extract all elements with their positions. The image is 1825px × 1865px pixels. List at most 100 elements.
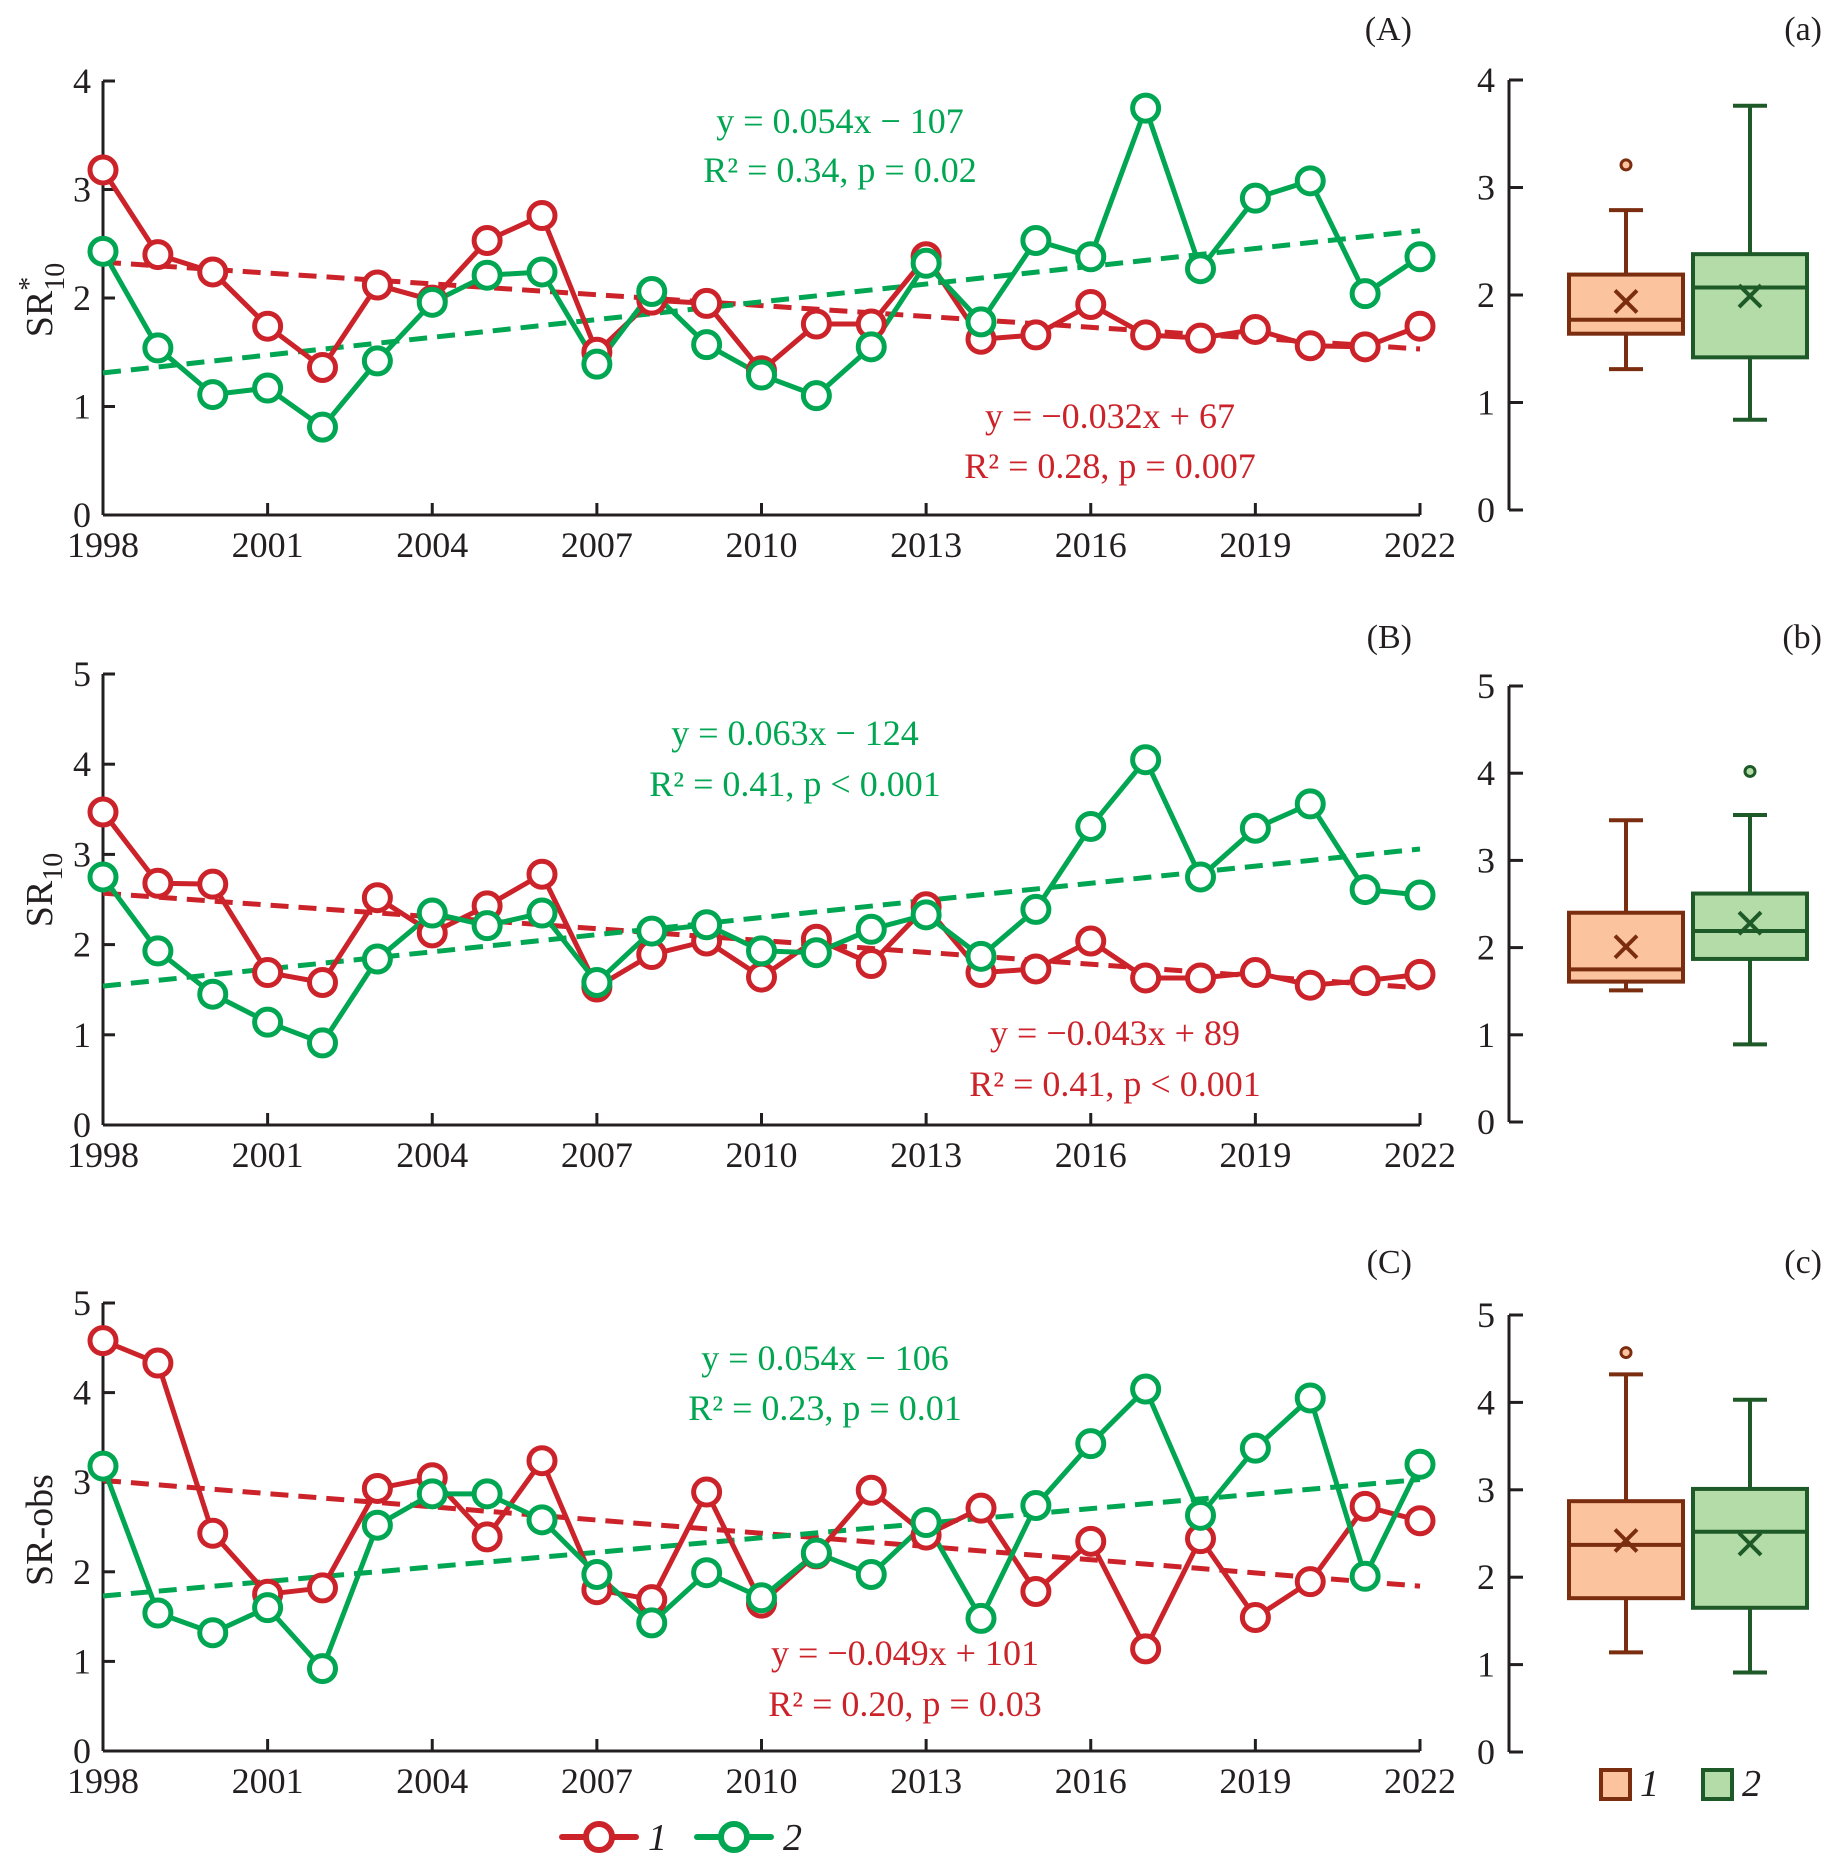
data-point-2-2016	[1075, 1428, 1107, 1460]
data-point-2-2008	[636, 275, 668, 307]
data-point-1-2017	[1130, 962, 1162, 994]
x-tick-label: 2010	[726, 525, 798, 565]
x-tick-label: 2016	[1055, 525, 1127, 565]
data-point-2-2006	[526, 256, 558, 288]
data-point-2-2007	[581, 1558, 613, 1590]
line-panel-C: 0 1 2 3 4 5 1998 2001 2004 2007 2010 2013 2016 2019 20…	[19, 1244, 1456, 1801]
data-point-2-2010	[746, 1582, 777, 1614]
data-point-2-2022	[1404, 241, 1436, 273]
data-point-2-2012	[855, 913, 887, 945]
data-point-2-2004	[416, 286, 448, 318]
data-point-1-2020	[1294, 969, 1326, 1001]
y-tick-label: 1	[1477, 1015, 1495, 1055]
x-tick-label: 2010	[726, 1135, 798, 1175]
trend-line-1	[102, 1477, 1421, 1589]
data-point-2-2017	[1130, 744, 1162, 776]
box-1	[1567, 818, 1685, 993]
mean-marker	[1613, 1528, 1639, 1553]
data-point-2-2013	[910, 899, 942, 931]
y-tick-label: 2	[73, 1552, 91, 1592]
y-tick-label: 3	[73, 834, 91, 874]
data-point-2-2019	[1239, 182, 1271, 214]
x-tick-label: 2007	[561, 1135, 633, 1175]
y-axis-title-sub: 10	[38, 853, 69, 881]
data-point-1-2005	[471, 224, 503, 256]
y-tick-label: 0	[73, 1105, 91, 1145]
x-tick-label: 2013	[890, 1135, 962, 1175]
data-point-2-2003	[361, 345, 393, 377]
data-point-2-2009	[691, 909, 723, 941]
data-point-2-2002	[307, 1653, 338, 1685]
y-tick-label: 3	[73, 170, 91, 210]
trend-equation-2: y = 0.054x − 106	[701, 1338, 949, 1378]
data-point-1-2003	[361, 269, 393, 301]
y-axis-title-main: SR	[19, 290, 61, 337]
y-axis-title: SR*10	[14, 263, 71, 337]
data-point-1-2002	[307, 1572, 338, 1604]
y-tick-label: 2	[1477, 1557, 1495, 1597]
data-point-1-2012	[855, 948, 887, 980]
x-tick-label: 2007	[561, 525, 633, 565]
data-point-2-2007	[581, 966, 613, 998]
trend-line-2	[102, 1477, 1421, 1599]
data-point-2-2018	[1185, 253, 1216, 285]
trend-equation-2: y = 0.063x − 124	[671, 713, 919, 753]
outlier-point	[1619, 158, 1633, 172]
y-axis-title: SR10	[19, 853, 69, 927]
x-tick-label: 2004	[396, 1135, 468, 1175]
data-point-1-2002	[307, 966, 338, 998]
data-point-2-2020	[1294, 788, 1326, 820]
data-point-2-1999	[142, 332, 174, 364]
data-point-2-2012	[855, 331, 887, 363]
data-point-1-2001	[252, 957, 284, 989]
box-panels: 0 1 2 3 4 (a) 0 1 2 3 4 5 (b) 0 1 2 3 4 5 (c)	[1477, 11, 1822, 1772]
data-point-2-2004	[416, 1478, 448, 1510]
x-tick-label: 2016	[1055, 1761, 1127, 1801]
data-point-1-1999	[142, 867, 174, 899]
legend-marker-1	[583, 1821, 615, 1853]
y-tick-label: 5	[73, 1283, 91, 1323]
data-point-2-2021	[1349, 874, 1381, 906]
y-axis-title-main: SR	[19, 880, 61, 927]
iqr-box	[1691, 252, 1809, 360]
data-point-1-2001	[252, 310, 284, 342]
x-tick-label: 2016	[1055, 1135, 1127, 1175]
y-tick-label: 4	[1477, 60, 1495, 100]
data-point-2-2006	[526, 1504, 558, 1536]
data-point-2-2019	[1239, 812, 1271, 844]
y-tick-label: 3	[1477, 840, 1495, 880]
outlier-point	[1743, 764, 1757, 778]
line-panel-B: 0 1 2 3 4 5 1998 2001 2004 2007 2010 2013 2016 2019 20…	[19, 619, 1456, 1175]
data-point-1-1998	[87, 154, 119, 186]
y-tick-label: 4	[1477, 1382, 1495, 1422]
data-point-2-1999	[142, 935, 174, 967]
box-panel-c: 0 1 2 3 4 5 (c)	[1477, 1244, 1822, 1772]
panel-label: (C)	[1367, 1244, 1412, 1281]
data-point-2-2003	[361, 943, 393, 975]
y-tick-label: 0	[73, 495, 91, 535]
y-tick-label: 0	[1477, 490, 1495, 530]
y-axis-title-sup: *	[14, 277, 45, 291]
data-point-1-2017	[1130, 319, 1162, 351]
data-point-1-2021	[1349, 965, 1381, 997]
x-tick-label: 2001	[232, 1761, 304, 1801]
data-point-1-2003	[361, 1472, 393, 1504]
box-legend-item-2: 2	[1701, 1763, 1761, 1805]
data-point-1-2009	[691, 1476, 723, 1508]
series-line-2	[100, 1386, 1423, 1672]
data-point-1-2021	[1349, 1490, 1381, 1522]
data-point-1-2018	[1185, 962, 1216, 994]
data-point-1-2000	[197, 256, 229, 288]
box-legend-label-2: 2	[1742, 1763, 1761, 1805]
data-point-1-2016	[1075, 1525, 1107, 1557]
trend-stats-2: R² = 0.34, p = 0.02	[703, 150, 976, 190]
data-point-2-2010	[746, 935, 777, 967]
x-tick-label: 2004	[396, 525, 468, 565]
box-1	[1567, 1346, 1685, 1655]
data-point-1-2017	[1130, 1633, 1162, 1665]
data-point-2-2000	[197, 978, 229, 1010]
data-point-2-2016	[1075, 810, 1107, 842]
y-tick-label: 2	[1477, 928, 1495, 968]
data-point-1-2005	[471, 1521, 503, 1553]
data-point-1-2003	[361, 882, 393, 914]
